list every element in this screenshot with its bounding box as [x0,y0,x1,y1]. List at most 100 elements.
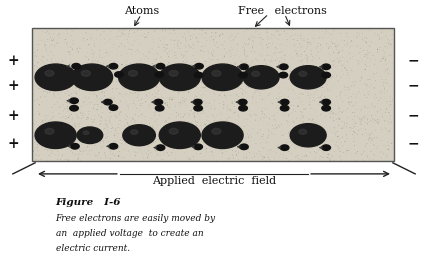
Point [148,150,155,154]
Point [366,44,373,48]
Point [194,123,201,128]
Point [94,59,101,63]
Point [108,122,115,127]
Point [193,123,200,127]
Point [244,145,251,150]
Point [308,106,315,110]
Point [261,80,268,85]
Point [116,128,123,132]
Point [145,33,152,37]
Point [323,76,330,81]
Point [72,137,79,141]
Point [63,100,70,104]
Point [111,60,118,64]
Point [229,99,235,104]
Point [292,32,299,37]
Point [279,97,286,102]
Point [191,96,198,100]
Point [205,114,211,118]
Point [196,71,202,76]
Point [220,119,227,123]
Point [152,58,158,62]
Point [194,135,201,139]
Point [345,100,352,105]
Point [291,27,298,32]
Point [268,148,274,152]
Point [367,57,374,61]
Point [215,107,222,112]
Point [272,46,279,51]
Point [241,34,248,38]
Point [103,122,110,126]
Point [292,129,299,134]
Point [69,47,76,51]
Point [377,59,384,63]
Point [243,145,250,149]
Point [304,77,311,81]
Point [59,153,65,157]
Point [229,86,236,91]
Point [101,30,107,34]
Point [80,81,87,85]
Point [219,150,226,155]
Point [292,49,299,53]
Point [97,72,104,77]
Point [89,48,95,52]
Point [252,36,259,40]
Point [85,81,92,86]
Point [98,65,105,70]
Point [227,93,234,98]
Point [177,41,184,45]
Point [331,118,338,123]
Point [51,124,58,129]
Point [144,94,151,99]
Point [234,49,241,53]
Point [321,115,328,119]
Point [229,133,236,137]
Point [212,35,219,39]
Point [298,142,305,147]
Point [83,102,90,107]
Point [309,28,316,32]
Point [80,131,87,136]
Point [342,94,349,98]
Point [208,51,215,55]
Point [93,107,100,112]
Point [215,46,222,50]
Point [39,54,46,59]
Point [282,81,289,85]
Point [306,106,313,110]
Point [221,55,228,59]
Point [205,80,212,84]
Point [154,122,161,126]
Point [75,50,82,54]
Point [140,64,147,69]
Point [44,158,51,163]
Point [190,71,197,75]
Point [138,122,145,127]
Point [38,131,45,136]
Point [224,61,231,65]
Point [278,94,285,99]
Point [51,102,58,107]
Point [309,58,316,62]
Point [319,105,326,109]
Point [200,36,207,40]
Point [101,94,108,98]
Point [366,157,373,161]
Point [367,140,374,144]
Point [244,132,251,136]
Point [139,71,146,76]
Point [240,44,247,49]
Point [45,67,52,71]
Point [297,119,303,123]
Point [134,135,141,140]
Circle shape [156,145,165,150]
Point [364,57,371,61]
Point [202,30,208,34]
Point [193,84,199,89]
Point [242,136,249,140]
Point [85,126,92,131]
Point [182,27,189,31]
Point [221,93,228,98]
